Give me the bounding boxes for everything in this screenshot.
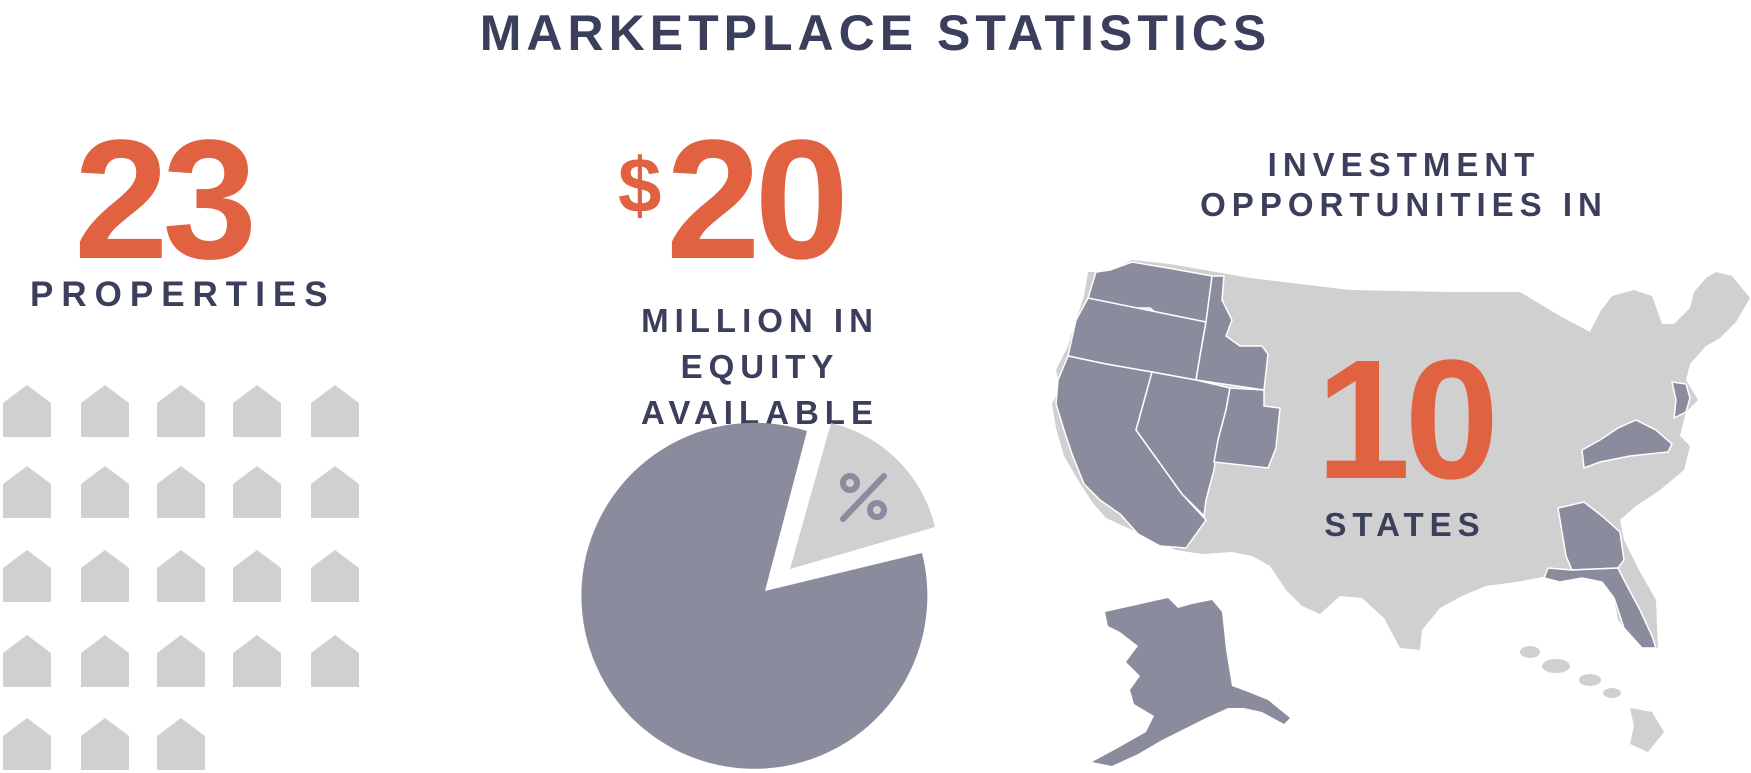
map-highlighted-states	[1055, 261, 1691, 649]
house-icon	[311, 550, 359, 602]
house-icon	[157, 385, 205, 437]
states-heading-line1: INVESTMENT	[1267, 146, 1541, 183]
house-icon-grid	[3, 385, 359, 770]
currency-symbol: $	[618, 141, 662, 229]
house-icon	[233, 466, 281, 518]
map-alaska	[1092, 598, 1290, 766]
map-georgia	[1557, 501, 1625, 571]
house-icon	[157, 635, 205, 687]
map-virginia	[1581, 419, 1673, 470]
house-icon	[311, 635, 359, 687]
house-icon	[233, 385, 281, 437]
house-icon	[3, 718, 51, 770]
house-icon	[3, 466, 51, 518]
map-utah	[1213, 387, 1281, 469]
house-icon	[3, 385, 51, 437]
house-icon	[157, 550, 205, 602]
map-nevada	[1135, 371, 1231, 518]
house-icon	[81, 635, 129, 687]
house-icon	[157, 718, 205, 770]
map-idaho	[1195, 275, 1269, 391]
properties-label: PROPERTIES	[30, 275, 336, 314]
house-icon	[81, 385, 129, 437]
house-icon	[157, 466, 205, 518]
house-icon	[233, 550, 281, 602]
map-florida	[1542, 567, 1658, 649]
states-heading-line2: OPPORTUNITIES IN	[1200, 186, 1608, 223]
properties-count: 23	[74, 105, 257, 295]
states-label: STATES	[1324, 506, 1486, 543]
equity-label-line1: MILLION IN	[641, 302, 879, 339]
equity-amount: 20	[666, 105, 849, 295]
house-icon	[311, 466, 359, 518]
map-new-jersey	[1671, 381, 1691, 420]
house-icon	[81, 466, 129, 518]
states-count: 10	[1316, 325, 1499, 515]
house-icon	[3, 550, 51, 602]
map-hawaii	[1520, 646, 1664, 752]
page-title: MARKETPLACE STATISTICS	[479, 5, 1272, 61]
house-icon	[233, 635, 281, 687]
house-icon	[3, 635, 51, 687]
pie-large-slice	[581, 422, 928, 769]
house-icon	[81, 550, 129, 602]
percent-icon	[840, 473, 887, 522]
house-icon	[81, 718, 129, 770]
house-icon	[311, 385, 359, 437]
